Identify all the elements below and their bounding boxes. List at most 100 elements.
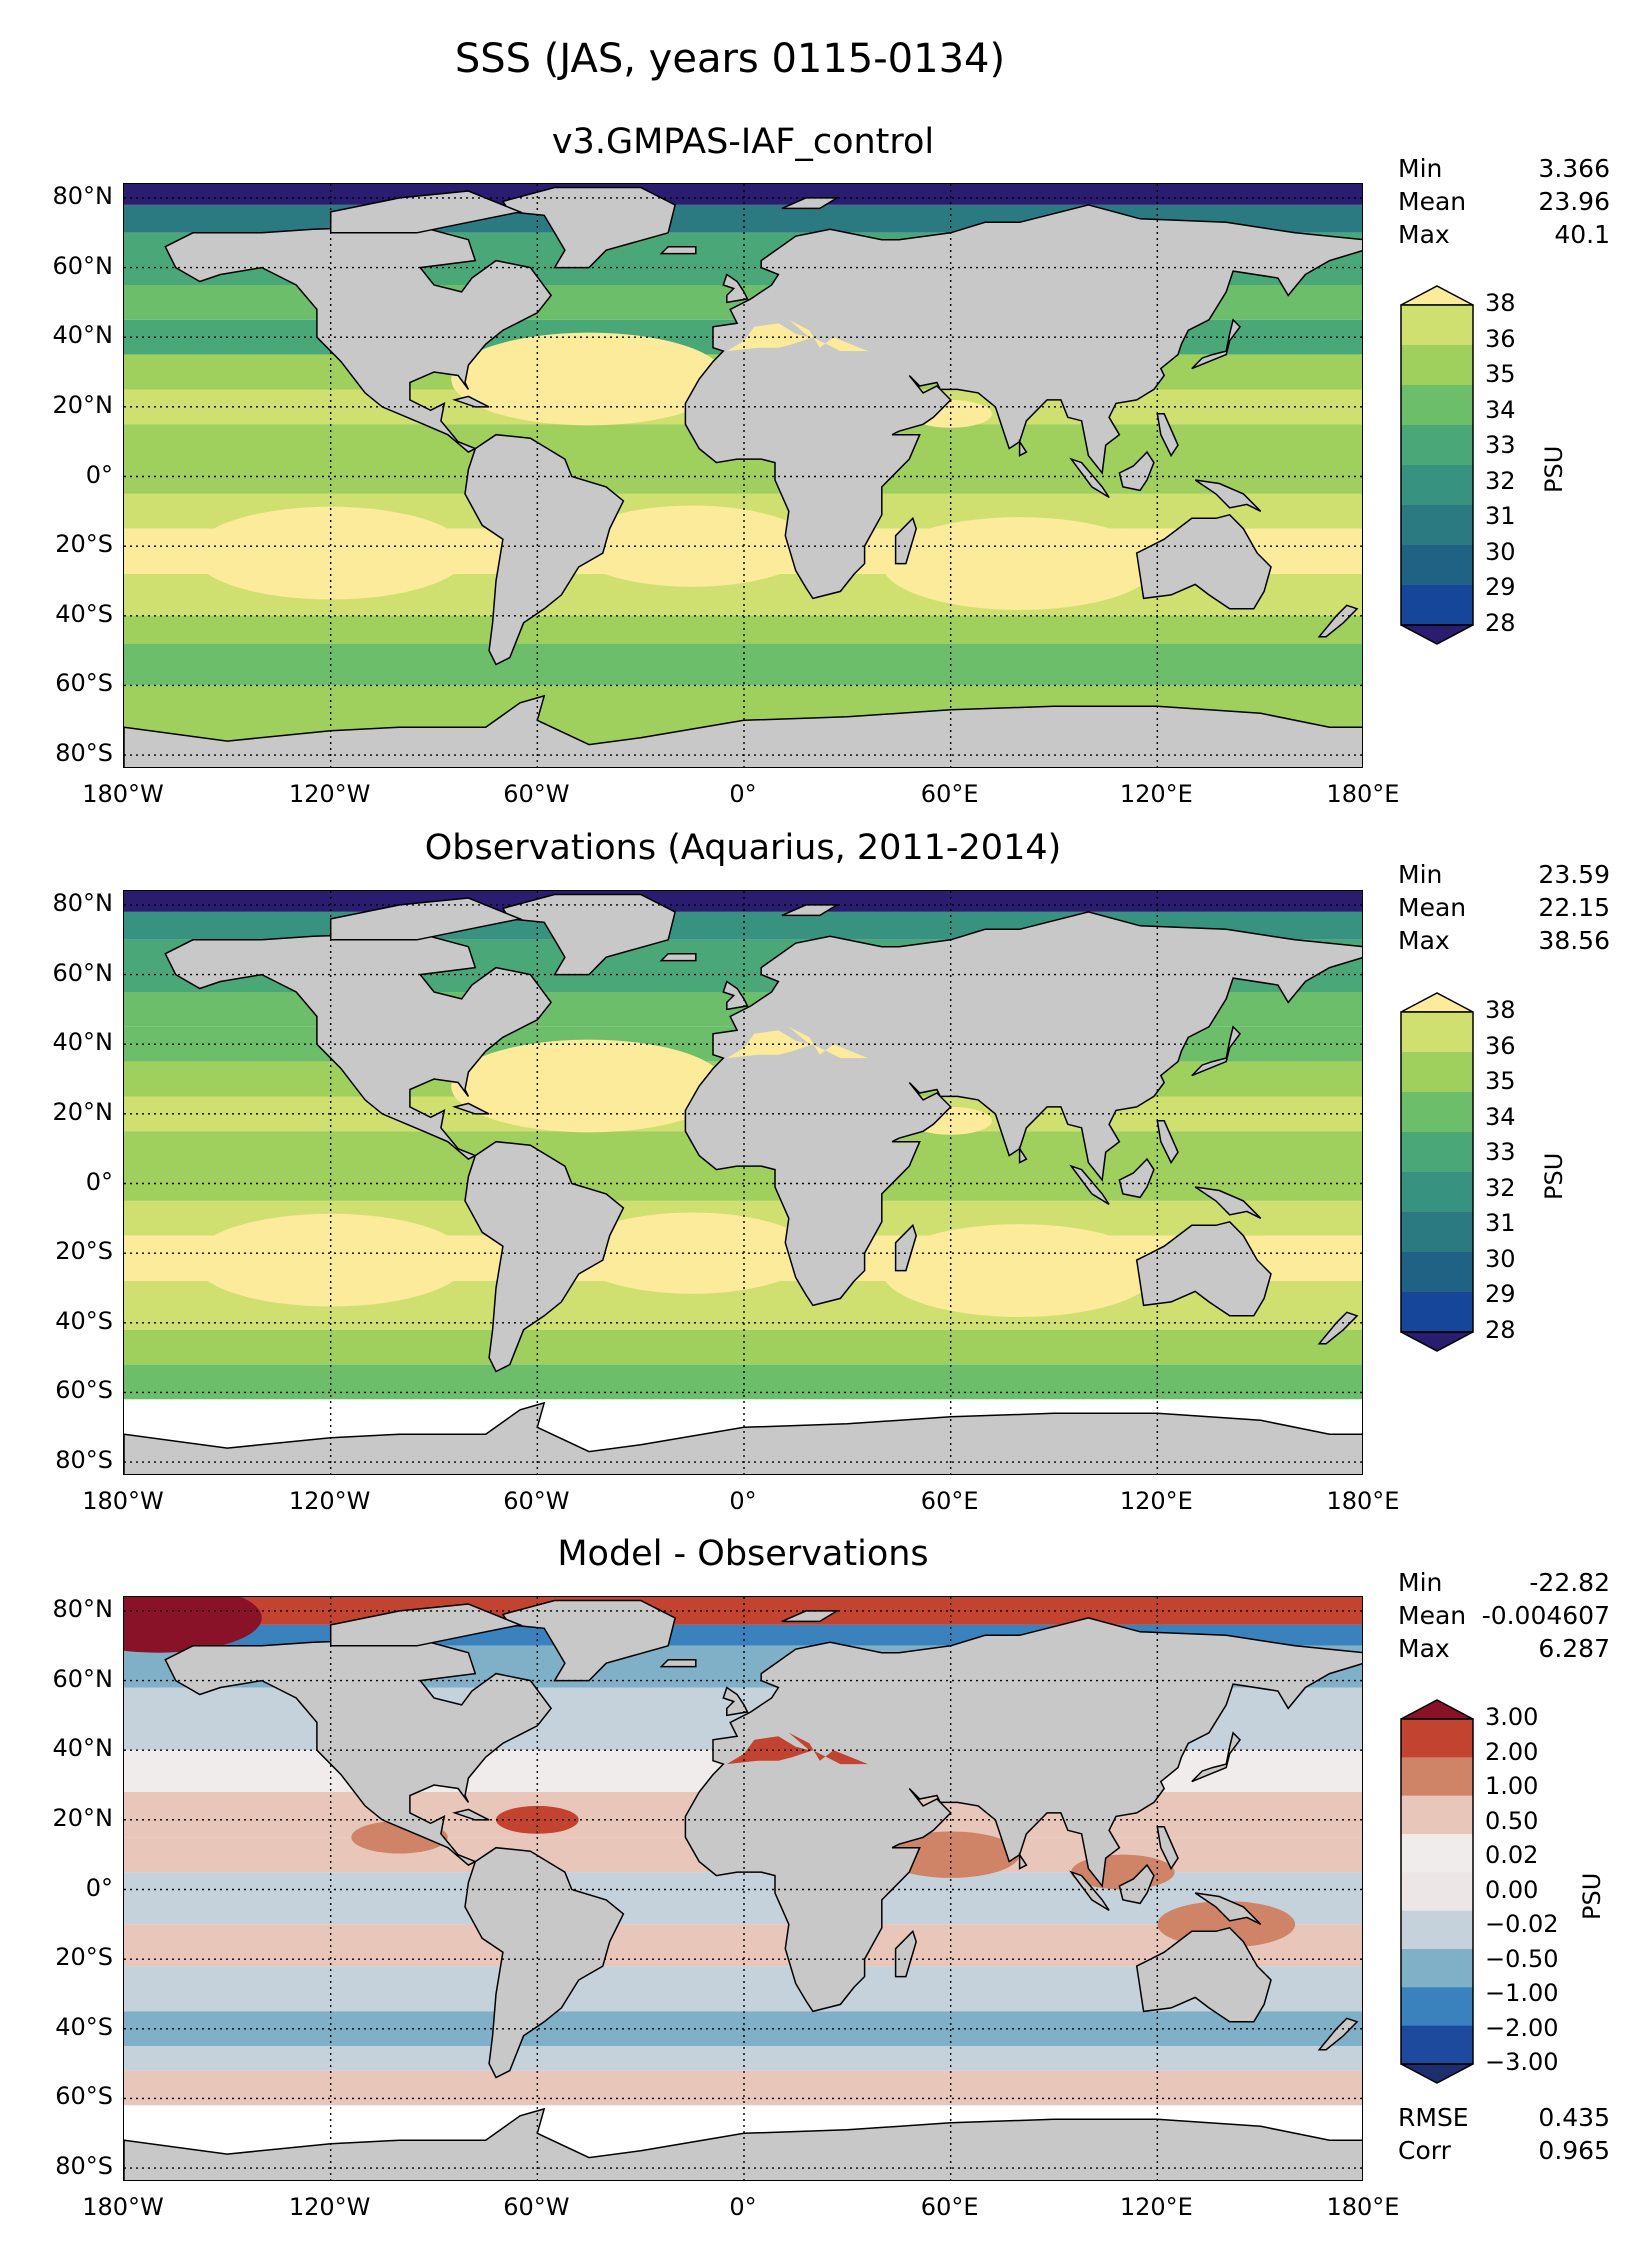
colorbar-tick-label: 0.00: [1485, 1875, 1539, 1904]
africa-eurasia-landmass: [684, 204, 1362, 600]
latitude-label: 80°N: [52, 181, 114, 210]
salinity-patch: [881, 1224, 1158, 1317]
colorbar: [1400, 1699, 1474, 2084]
new-guinea-landmass: [1194, 479, 1262, 512]
colorbar-segment: [1401, 1910, 1473, 1950]
colorbar-tick-label: 0.50: [1485, 1806, 1539, 1835]
latitude-label: 60°N: [52, 251, 114, 280]
stat-value: -22.82: [1529, 1568, 1610, 1597]
longitude-label: 60°E: [920, 2193, 979, 2221]
latitude-label: 20°S: [55, 530, 113, 559]
colorbar-segment: [1401, 1872, 1473, 1912]
stat-value: 22.15: [1538, 893, 1610, 922]
colorbar-segment: [1401, 1987, 1473, 2027]
borneo-landmass: [1118, 1157, 1155, 1199]
longitude-label: 180°W: [82, 2193, 164, 2221]
uk-landmass: [722, 1686, 749, 1717]
sri-lanka-landmass: [1018, 439, 1028, 457]
stats-box: Min 3.366 Mean 23.96 Max 40.1: [1398, 152, 1610, 251]
stat-value: 38.56: [1538, 926, 1610, 955]
world-map: [123, 1596, 1363, 2181]
map-svg: [124, 184, 1362, 767]
sumatra-landmass: [1069, 1164, 1110, 1206]
colorbar-tick-label: −0.02: [1485, 1910, 1559, 1938]
longitude-label: 60°E: [920, 780, 979, 808]
svalbard-landmass: [781, 1610, 840, 1623]
colorbar-segment: [1401, 1132, 1473, 1173]
colorbar-tick-label: 35: [1485, 360, 1516, 389]
madagascar-landmass: [894, 1929, 917, 1978]
stat-row: Min 3.366: [1398, 152, 1610, 185]
longitude-label: 180°W: [82, 780, 164, 808]
world-map: [123, 890, 1363, 1475]
salinity-patch: [881, 1831, 1020, 1878]
ocean-band: [124, 1966, 1362, 2012]
stat-value: 40.1: [1554, 220, 1610, 249]
latitude-label: 60°S: [55, 669, 113, 698]
iceland-landmass: [659, 245, 697, 255]
stat-key: Min: [1398, 860, 1443, 889]
colorbar-extend-top: [1400, 1699, 1474, 1720]
stat-row: Max 38.56: [1398, 924, 1610, 957]
ocean-band: [124, 1872, 1362, 1925]
stat-key: Mean: [1398, 187, 1467, 216]
longitude-label: 120°W: [288, 1487, 371, 1515]
colorbar-frame: [1400, 1718, 1474, 2065]
colorbar-segment: [1401, 2025, 1473, 2065]
longitude-label: 120°W: [288, 780, 371, 808]
colorbar-tick-label: 36: [1485, 1031, 1516, 1060]
sumatra-landmass: [1069, 457, 1110, 499]
stat-value: 0.965: [1538, 2136, 1610, 2165]
longitude-label: 60°W: [503, 1487, 570, 1515]
panel-title: Model - Observations: [557, 1534, 929, 1574]
colorbar-tick-label: 33: [1485, 1138, 1516, 1167]
colorbar-frame: [1400, 304, 1474, 626]
latitude-label: 40°S: [55, 599, 113, 628]
stat-row: Min 23.59: [1398, 858, 1610, 891]
colorbar-tick-label: −1.00: [1485, 1979, 1559, 2007]
world-map: [123, 183, 1363, 768]
antarctica-landmass: [124, 694, 1362, 767]
stat-key: Mean: [1398, 1601, 1467, 1630]
stat-value: 3.366: [1538, 154, 1610, 183]
latitude-label: 40°N: [52, 321, 114, 350]
latitude-label: 20°N: [52, 390, 114, 419]
colorbar-segment: [1401, 1834, 1473, 1873]
latitude-label: 80°N: [52, 888, 114, 917]
colorbar-segment: [1401, 1949, 1473, 1988]
mediterranean-fill-landmass: [726, 1732, 868, 1765]
colorbar-tick-label: 34: [1485, 395, 1516, 424]
stat-value: -0.004607: [1481, 1601, 1610, 1630]
salinity-patch: [451, 332, 727, 426]
figure-title: SSS (JAS, years 0115-0134): [454, 36, 1006, 82]
stat-row: Mean 22.15: [1398, 891, 1610, 924]
colorbar-tick-label: 28: [1485, 609, 1516, 637]
latitude-label: 20°S: [55, 1943, 113, 1972]
sri-lanka-landmass: [1018, 1146, 1028, 1164]
panel-title: v3.GMPAS-IAF_control: [551, 122, 935, 162]
map-svg: [124, 891, 1362, 1474]
colorbar-tick-label: 31: [1485, 1209, 1516, 1238]
error-stats-box: RMSE 0.435 Corr 0.965: [1398, 2101, 1610, 2167]
africa-eurasia-landmass: [684, 911, 1362, 1307]
longitude-label: 180°E: [1326, 2193, 1400, 2221]
colorbar-tick-label: 36: [1485, 324, 1516, 353]
colorbar-segment: [1401, 425, 1473, 466]
arctic-islands-landmass: [329, 1603, 523, 1647]
north-america-landmass: [164, 225, 553, 453]
stat-key: Max: [1398, 220, 1450, 249]
ocean-band: [124, 1924, 1362, 1967]
cuba-landmass: [452, 395, 490, 408]
colorbar-segment: [1401, 505, 1473, 546]
latitude-label: 40°N: [52, 1734, 114, 1763]
north-america-landmass: [164, 932, 553, 1160]
stat-row: Corr 0.965: [1398, 2134, 1610, 2167]
japan-landmass: [1191, 1731, 1241, 1783]
antarctica-landmass: [124, 2107, 1362, 2180]
colorbar-segment: [1401, 345, 1473, 386]
latitude-label: 0°: [85, 460, 113, 489]
stat-key: Corr: [1398, 2136, 1451, 2165]
colorbar-tick-label: 32: [1485, 466, 1516, 495]
iceland-landmass: [659, 952, 697, 962]
colorbar-tick-label: 30: [1485, 537, 1516, 566]
